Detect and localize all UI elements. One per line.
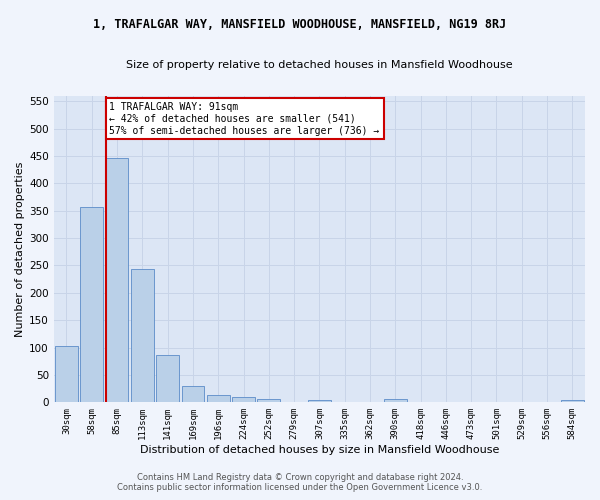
Bar bbox=[80, 208, 103, 402]
Bar bbox=[55, 346, 78, 403]
Text: 1, TRAFALGAR WAY, MANSFIELD WOODHOUSE, MANSFIELD, NG19 8RJ: 1, TRAFALGAR WAY, MANSFIELD WOODHOUSE, M… bbox=[94, 18, 506, 30]
Bar bbox=[182, 386, 204, 402]
Bar bbox=[232, 398, 255, 402]
Title: Size of property relative to detached houses in Mansfield Woodhouse: Size of property relative to detached ho… bbox=[126, 60, 513, 70]
Y-axis label: Number of detached properties: Number of detached properties bbox=[15, 162, 25, 336]
Bar bbox=[308, 400, 331, 402]
Text: 1 TRAFALGAR WAY: 91sqm
← 42% of detached houses are smaller (541)
57% of semi-de: 1 TRAFALGAR WAY: 91sqm ← 42% of detached… bbox=[109, 102, 380, 136]
Bar bbox=[131, 270, 154, 402]
Bar bbox=[207, 394, 230, 402]
Bar bbox=[257, 399, 280, 402]
Text: Contains HM Land Registry data © Crown copyright and database right 2024.
Contai: Contains HM Land Registry data © Crown c… bbox=[118, 473, 482, 492]
Bar bbox=[561, 400, 584, 402]
Bar bbox=[384, 399, 407, 402]
Bar bbox=[106, 158, 128, 402]
X-axis label: Distribution of detached houses by size in Mansfield Woodhouse: Distribution of detached houses by size … bbox=[140, 445, 499, 455]
Bar bbox=[156, 356, 179, 403]
